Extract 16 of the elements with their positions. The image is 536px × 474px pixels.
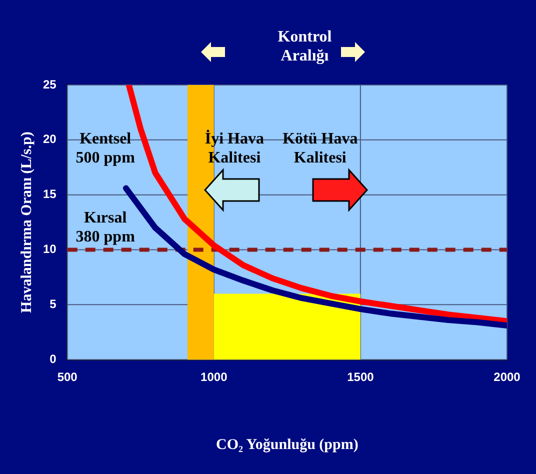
y-axis-title: Havalandırma Oranı (L/s.p) (18, 132, 35, 313)
series-label: Kentsel 500 ppm (76, 130, 136, 167)
y-tick-label: 20 (42, 132, 57, 146)
y-tick-label: 10 (42, 242, 57, 256)
x-tick-label: 1000 (200, 370, 228, 384)
y-tick-label: 15 (42, 187, 57, 202)
x-tick-label: 2000 (494, 370, 521, 384)
text: Kontrol Aralığı (278, 28, 332, 65)
x-axis-title: CO₂ Yoğunluğu (ppm) (216, 436, 358, 453)
y-tick-label: 25 (42, 77, 57, 92)
x-tick-label: 1500 (347, 370, 374, 384)
annotation: Kötü Hava Kalitesi (282, 130, 358, 167)
x-tick-label: 500 (57, 370, 78, 384)
y-tick-label: 5 (50, 296, 57, 311)
y-tick-label: 0 (50, 352, 57, 366)
series-label: Kırsal 380 ppm (76, 210, 136, 246)
